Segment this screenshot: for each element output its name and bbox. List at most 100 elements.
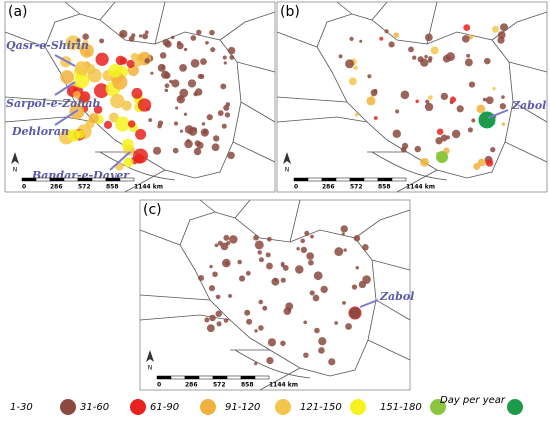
- dot: [164, 83, 170, 89]
- dot: [227, 46, 236, 55]
- dot: [348, 77, 357, 86]
- dot: [478, 111, 496, 129]
- scale-segment: [349, 177, 365, 182]
- dot: [351, 284, 358, 290]
- dot: [373, 116, 378, 120]
- dot: [220, 83, 227, 90]
- dot: [164, 88, 169, 93]
- dot: [138, 34, 143, 38]
- scale-segment: [240, 375, 256, 380]
- dot: [449, 96, 457, 103]
- dot: [144, 58, 150, 64]
- scale-segment: [119, 177, 135, 182]
- dot: [229, 235, 238, 244]
- dot: [334, 247, 344, 257]
- dot: [342, 300, 346, 305]
- dot: [193, 147, 202, 156]
- dot: [436, 151, 448, 163]
- dot: [206, 324, 215, 333]
- dot: [123, 157, 134, 168]
- dot: [266, 236, 272, 242]
- dot: [280, 261, 285, 266]
- scale-segment: [49, 177, 65, 182]
- dot: [223, 234, 230, 241]
- dot: [150, 71, 154, 75]
- dot: [334, 321, 338, 325]
- dot: [420, 157, 429, 167]
- panel-label: (c): [143, 202, 162, 218]
- north-label: N: [13, 167, 18, 174]
- dot: [193, 127, 197, 132]
- dot: [348, 306, 362, 320]
- dot: [142, 33, 149, 40]
- dot: [121, 138, 134, 151]
- dot: [238, 275, 246, 282]
- dot: [205, 40, 209, 45]
- dot: [217, 110, 224, 116]
- dot: [135, 128, 147, 140]
- north-label: N: [285, 167, 290, 174]
- dot: [468, 81, 476, 88]
- legend-label: 121-150: [300, 402, 342, 413]
- dot: [237, 259, 242, 265]
- dot: [393, 32, 400, 38]
- legend-swatch: [350, 399, 366, 415]
- dot: [491, 25, 499, 33]
- dot: [222, 55, 227, 60]
- dot: [82, 33, 89, 40]
- scale-label: 572: [78, 184, 91, 191]
- dot: [362, 243, 369, 251]
- legend-label: Day per year: [440, 395, 506, 406]
- dot: [114, 116, 130, 132]
- dot: [131, 33, 136, 38]
- dot: [126, 59, 135, 69]
- dot: [295, 265, 304, 274]
- dot: [310, 234, 314, 239]
- scale-segment: [335, 177, 351, 182]
- dot: [254, 240, 264, 250]
- scale-label: 858: [378, 184, 391, 191]
- north-arrow: [283, 152, 291, 164]
- dots: [59, 23, 509, 366]
- dot: [172, 147, 179, 154]
- legend-label: 151-180: [380, 402, 422, 413]
- scale-segment: [321, 177, 337, 182]
- scale-label: 858: [106, 184, 119, 191]
- dot: [309, 290, 315, 296]
- dot: [345, 323, 352, 330]
- dot: [367, 74, 372, 79]
- dot: [490, 146, 496, 153]
- scale-segment: [63, 177, 79, 182]
- dot: [349, 36, 354, 41]
- scale-segment: [105, 177, 121, 182]
- dot: [436, 128, 444, 136]
- legend-swatch: [507, 399, 523, 415]
- dot: [222, 258, 231, 268]
- dot: [467, 127, 473, 133]
- dot: [209, 29, 215, 36]
- dot: [74, 61, 89, 75]
- dot: [87, 68, 102, 83]
- dot: [427, 58, 432, 63]
- dot: [73, 90, 81, 99]
- dot: [338, 54, 343, 59]
- dot: [477, 158, 486, 167]
- scale-segment: [77, 177, 93, 182]
- dot: [76, 38, 81, 43]
- dot: [408, 46, 414, 53]
- dot: [161, 65, 166, 70]
- dot: [440, 92, 448, 101]
- scale-label: 858: [241, 382, 254, 389]
- dot: [306, 252, 315, 260]
- dot: [456, 105, 464, 113]
- dot: [201, 122, 206, 126]
- scale-label: 1144 km: [406, 184, 435, 191]
- scale-segment: [212, 375, 228, 380]
- dot: [208, 285, 216, 292]
- dot: [159, 52, 167, 59]
- dot: [224, 112, 231, 118]
- dot: [461, 35, 470, 43]
- dot: [262, 305, 268, 311]
- dot: [388, 41, 395, 48]
- dot: [257, 250, 262, 255]
